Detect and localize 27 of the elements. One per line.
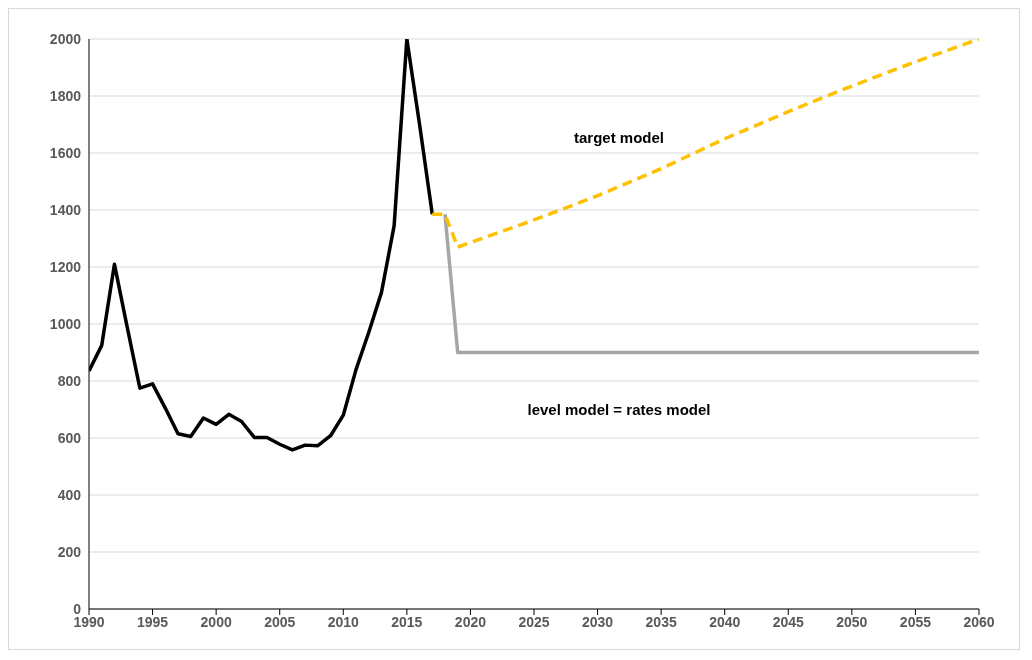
y-tick-label: 1000 [49,315,82,332]
x-tick-label: 2010 [327,613,360,630]
y-tick-label: 600 [57,429,82,446]
x-tick-label: 1995 [136,613,169,630]
y-tick-label: 800 [57,372,82,389]
x-tick-label: 2025 [518,613,550,630]
x-tick-label: 2000 [200,613,232,630]
y-tick-label: 200 [57,543,82,560]
y-tick-label: 1400 [49,201,82,218]
x-tick-label: 2060 [963,613,995,630]
x-tick-label: 2040 [709,613,741,630]
y-tick-label: 400 [57,486,82,503]
x-tick-label: 2055 [899,613,932,630]
y-tick-label: 1200 [49,258,82,275]
y-tick-label: 1800 [49,87,82,104]
x-tick-label: 2015 [391,613,423,630]
x-tick-label: 2035 [645,613,677,630]
x-tick-label: 2030 [581,613,614,630]
x-tick-label: 2020 [454,613,487,630]
line-series [430,39,979,249]
x-tick-label: 2005 [264,613,296,630]
y-tick-label: 2000 [49,30,82,47]
x-tick-label: 2045 [772,613,805,630]
annotation: level model = rates model [526,401,712,418]
annotation: target model [573,129,665,146]
x-tick-label: 2050 [836,613,868,630]
y-tick-label: 1600 [49,144,82,161]
